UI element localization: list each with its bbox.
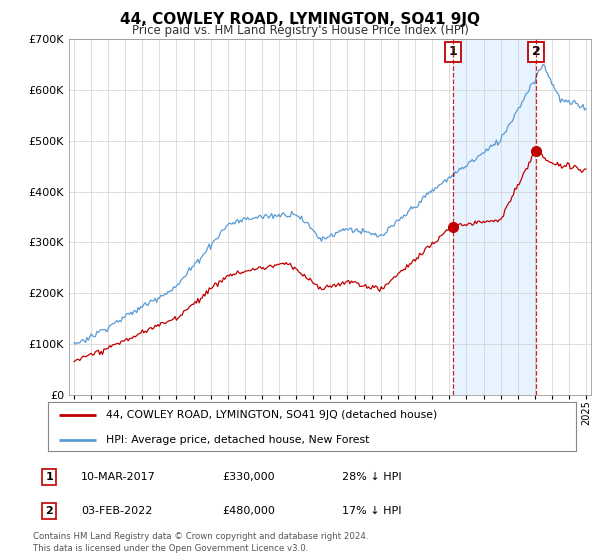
Bar bbox=[452, 39, 536, 395]
Text: 1: 1 bbox=[448, 45, 457, 58]
Text: 2: 2 bbox=[532, 45, 541, 58]
Text: 03-FEB-2022: 03-FEB-2022 bbox=[81, 506, 152, 516]
Text: HPI: Average price, detached house, New Forest: HPI: Average price, detached house, New … bbox=[106, 435, 370, 445]
Text: 10-MAR-2017: 10-MAR-2017 bbox=[81, 472, 156, 482]
Text: 44, COWLEY ROAD, LYMINGTON, SO41 9JQ (detached house): 44, COWLEY ROAD, LYMINGTON, SO41 9JQ (de… bbox=[106, 410, 437, 421]
Text: £330,000: £330,000 bbox=[222, 472, 275, 482]
Text: 44, COWLEY ROAD, LYMINGTON, SO41 9JQ: 44, COWLEY ROAD, LYMINGTON, SO41 9JQ bbox=[120, 12, 480, 27]
Text: 17% ↓ HPI: 17% ↓ HPI bbox=[342, 506, 401, 516]
Text: 1: 1 bbox=[46, 472, 53, 482]
Text: 2: 2 bbox=[46, 506, 53, 516]
Text: Contains HM Land Registry data © Crown copyright and database right 2024.
This d: Contains HM Land Registry data © Crown c… bbox=[33, 533, 368, 553]
Text: £480,000: £480,000 bbox=[222, 506, 275, 516]
Text: 28% ↓ HPI: 28% ↓ HPI bbox=[342, 472, 401, 482]
Text: Price paid vs. HM Land Registry's House Price Index (HPI): Price paid vs. HM Land Registry's House … bbox=[131, 24, 469, 37]
